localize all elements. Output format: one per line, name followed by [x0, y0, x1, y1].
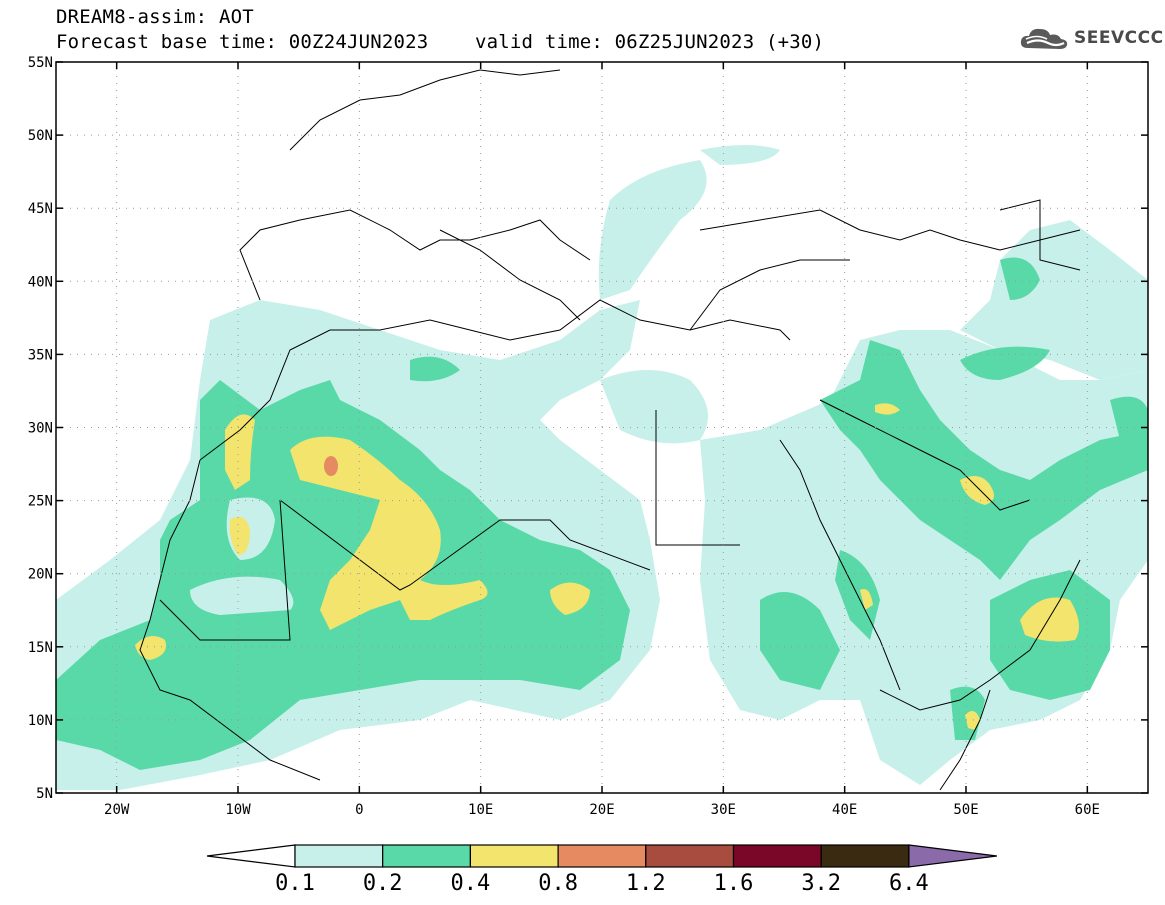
colorbar-label: 1.6 — [714, 871, 754, 896]
lon-label: 30E — [711, 802, 736, 818]
lon-label: 40E — [832, 802, 857, 818]
colorbar-cell — [645, 844, 735, 868]
colorbar-label: 3.2 — [801, 871, 841, 896]
longitude-labels: 20W 10W 0 10E 20E 30E 40E 50E 60E — [104, 802, 1100, 818]
coastlines — [139, 69, 1081, 791]
lat-label: 15N — [28, 640, 53, 656]
aot-band-0-4 — [135, 403, 1079, 730]
colorbar-cell — [732, 844, 822, 868]
colorbar-high-arrow — [908, 844, 997, 868]
aot-band-0-8 — [324, 456, 338, 476]
lat-label: 45N — [28, 201, 53, 217]
lat-label: 40N — [28, 274, 53, 290]
lon-label: 20E — [589, 802, 614, 818]
colorbar-label: 0.4 — [451, 871, 491, 896]
colorbar — [206, 844, 997, 868]
aot-fields — [56, 145, 1148, 790]
colorbar-label: 0.8 — [538, 871, 578, 896]
colorbar-cell — [294, 844, 384, 868]
grid-lines — [56, 62, 1148, 793]
lon-label: 10W — [225, 802, 251, 818]
seevccc-logo: SEEVCCC — [1018, 24, 1164, 52]
lat-label: 30N — [28, 421, 53, 437]
lat-label: 5N — [36, 786, 53, 802]
colorbar-label: 0.2 — [363, 871, 403, 896]
logo-text: SEEVCCC — [1074, 28, 1164, 48]
lon-label: 10E — [468, 802, 493, 818]
cloud-icon — [1020, 28, 1068, 49]
lat-label: 25N — [28, 494, 53, 510]
colorbar-label: 1.2 — [626, 871, 666, 896]
lon-label: 20W — [104, 802, 130, 818]
lon-label: 60E — [1075, 802, 1100, 818]
colorbar-cell — [469, 844, 559, 868]
colorbar-label: 0.1 — [275, 871, 315, 896]
colorbar-cell — [382, 844, 472, 868]
latitude-labels: 55N 50N 45N 40N 35N 30N 25N 20N 15N 10N 5N — [28, 55, 53, 802]
colorbar-label: 6.4 — [889, 871, 929, 896]
axis-ticks — [56, 61, 1148, 794]
colorbar-cell — [820, 844, 910, 868]
colorbar-cell — [557, 844, 647, 868]
lat-label: 20N — [28, 567, 53, 583]
colorbar-low-arrow — [206, 844, 296, 868]
lat-label: 35N — [28, 347, 53, 363]
colorbar-labels: 0.1 0.2 0.4 0.8 1.2 1.6 3.2 6.4 — [275, 871, 929, 896]
forecast-time-line: Forecast base time: 00Z24JUN2023 valid t… — [56, 31, 825, 53]
lat-label: 10N — [28, 713, 53, 729]
lat-label: 50N — [28, 128, 53, 144]
lon-label: 50E — [953, 802, 978, 818]
lon-label: 0 — [355, 802, 363, 818]
map-title: DREAM8-assim: AOT — [56, 6, 254, 28]
lat-label: 55N — [28, 55, 53, 71]
